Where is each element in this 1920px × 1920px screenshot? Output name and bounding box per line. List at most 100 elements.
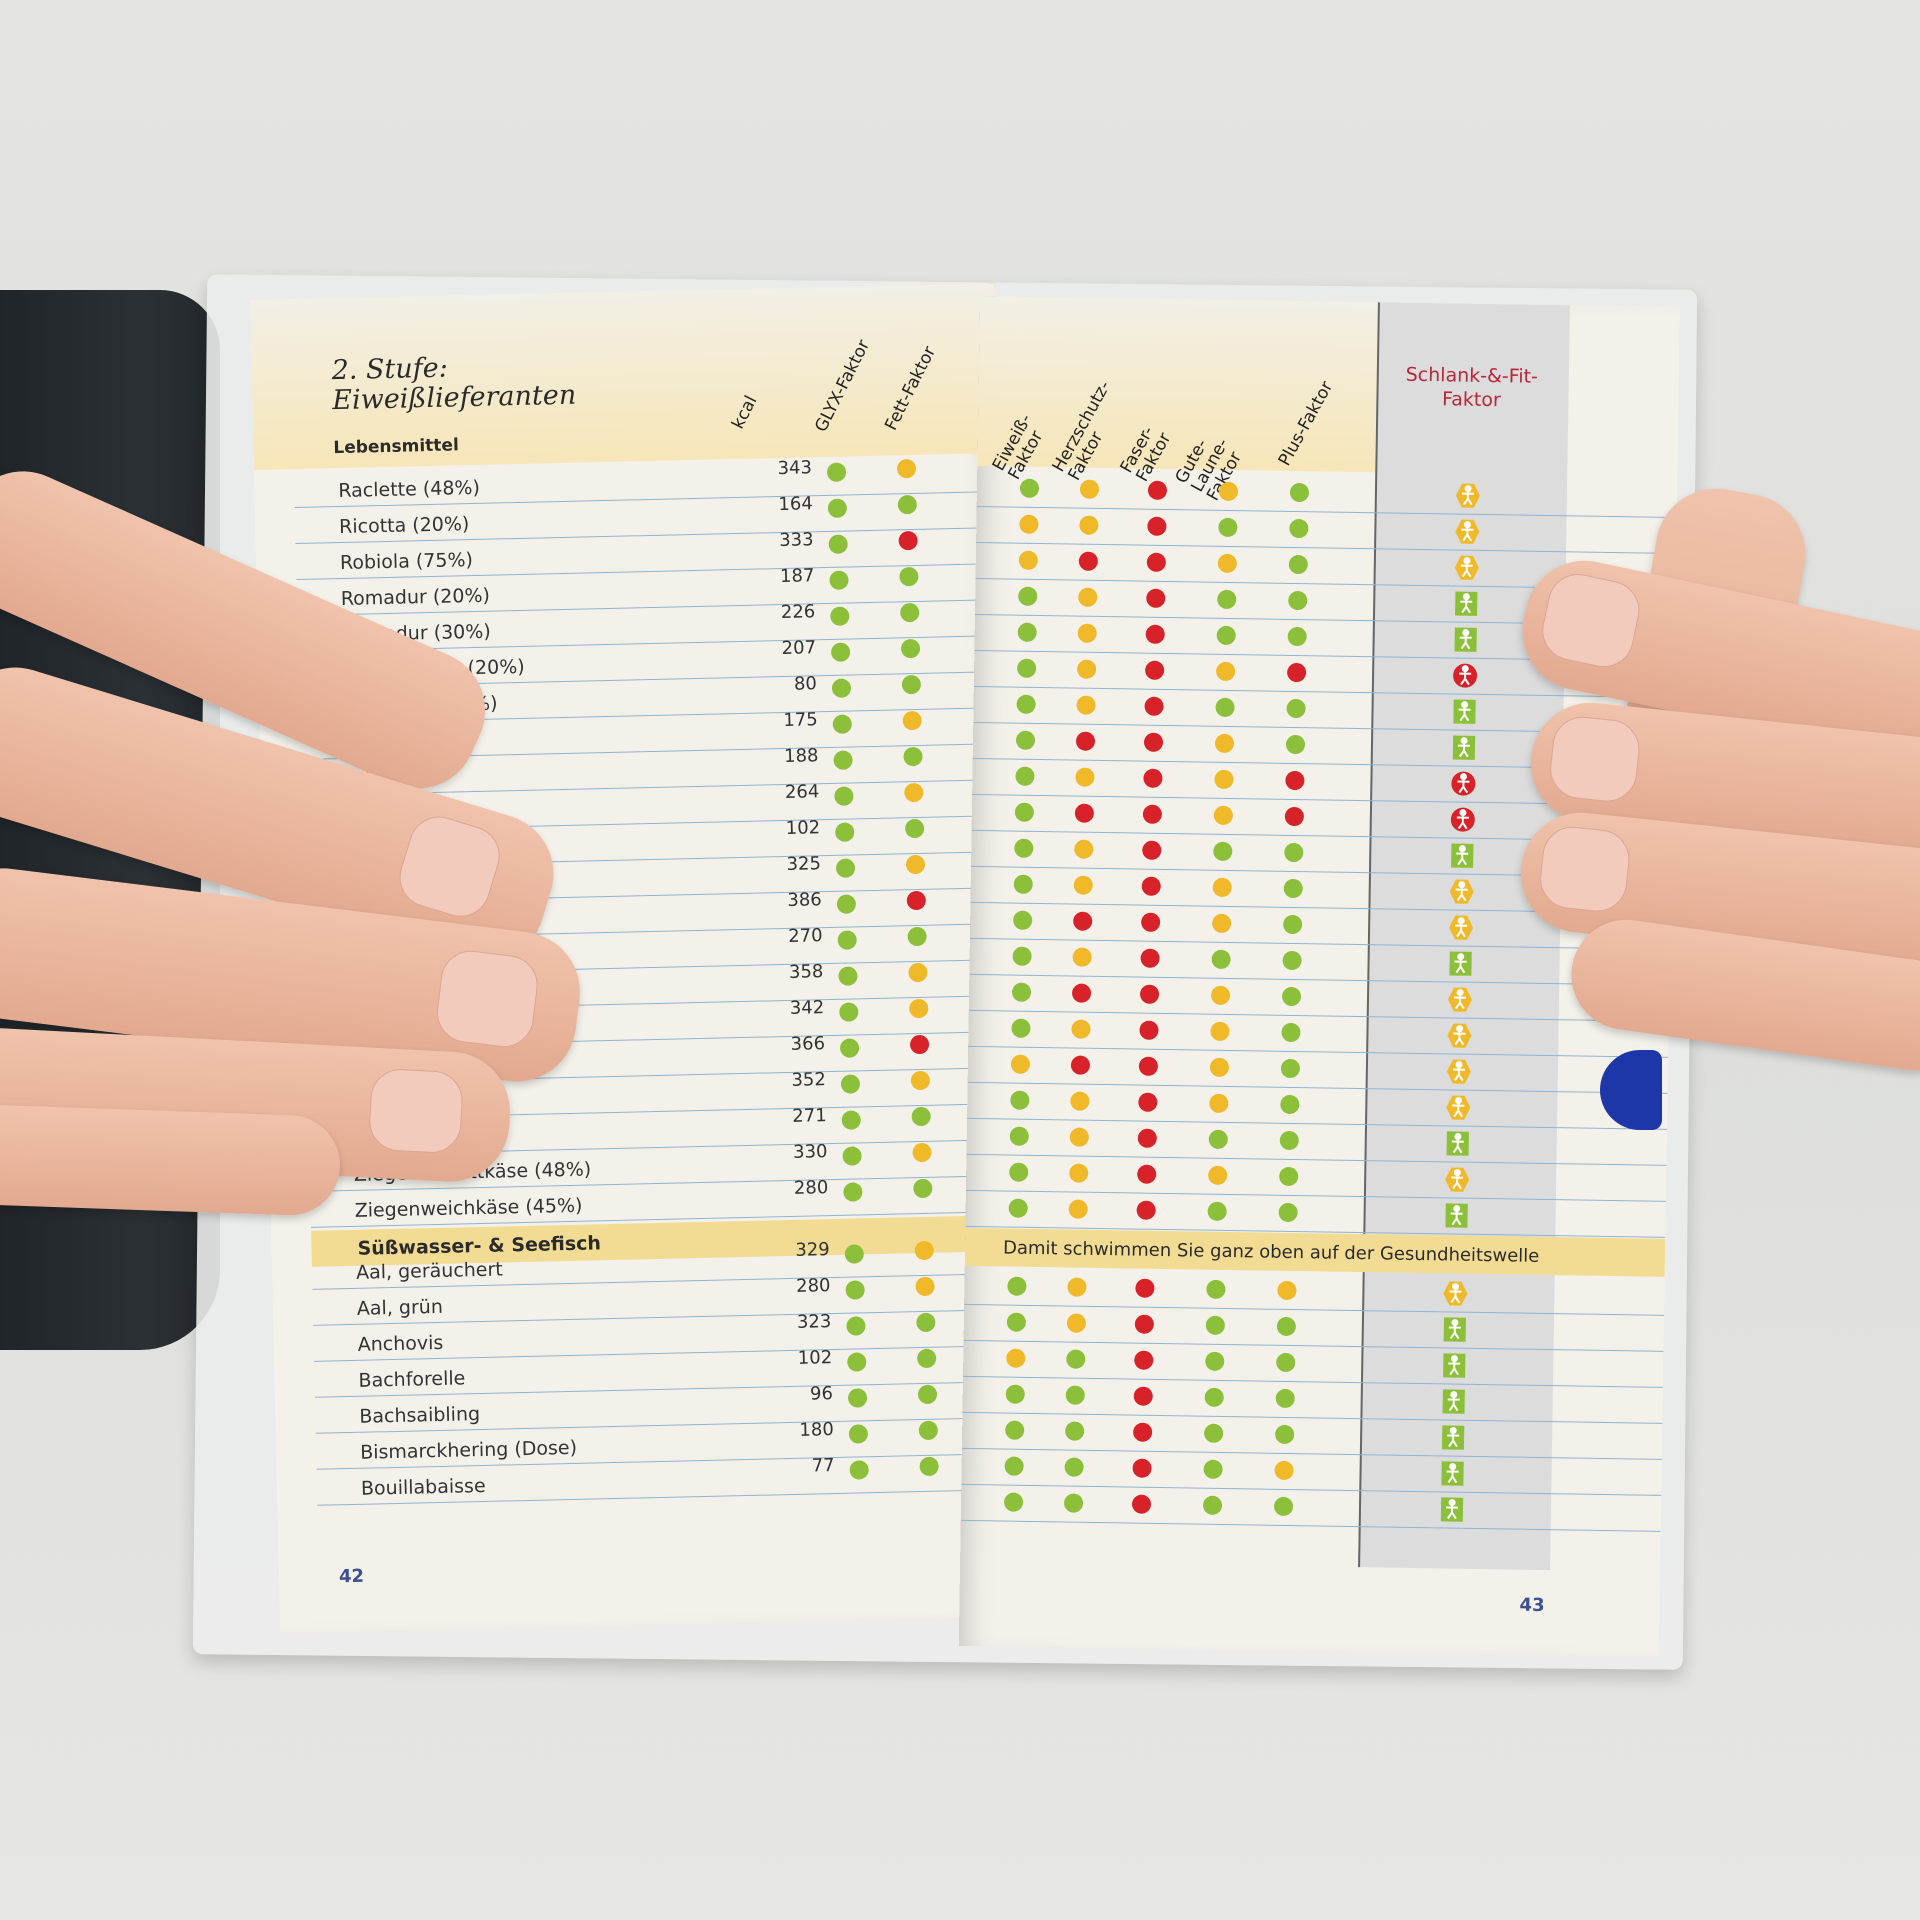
factor-dot	[1138, 1056, 1159, 1076]
kcal-value: 180	[799, 1419, 835, 1441]
schlank-fit-green-icon	[1449, 842, 1475, 868]
factor-dot	[1142, 804, 1163, 824]
table-row	[974, 577, 1676, 626]
factor-dot	[1077, 659, 1097, 679]
glyx-dot	[828, 534, 848, 554]
factor-dot	[1213, 841, 1233, 862]
food-name: Aal, grün	[356, 1295, 444, 1320]
factor-dot	[1284, 806, 1305, 827]
table-row	[975, 541, 1677, 590]
factor-dot	[1208, 1129, 1228, 1149]
table-row	[971, 829, 1672, 878]
factor-dot	[1276, 1316, 1297, 1337]
factor-dot	[1214, 769, 1234, 790]
schlank-fit-red-icon	[1450, 770, 1476, 796]
kcal-value: 352	[791, 1069, 827, 1091]
table-row	[972, 721, 1674, 770]
kcal-value: 323	[796, 1311, 832, 1333]
glyx-dot	[842, 1146, 862, 1166]
factor-dot	[1139, 1020, 1159, 1040]
table-row	[970, 865, 1671, 914]
fett-dot	[919, 1456, 939, 1477]
kcal-value: 329	[795, 1239, 830, 1261]
schlank-fit-green-icon	[1439, 1460, 1465, 1486]
factor-dot	[1135, 1278, 1155, 1298]
table-row	[969, 937, 1670, 986]
schlank-fit-green-icon	[1440, 1388, 1466, 1414]
factor-dot	[1288, 590, 1308, 611]
food-name: Bachsaibling	[359, 1403, 481, 1428]
table-row	[964, 1267, 1665, 1316]
factor-dot	[1139, 984, 1160, 1004]
glyx-dot	[838, 966, 858, 986]
fett-dot	[906, 890, 927, 911]
glyx-dot	[830, 642, 851, 662]
food-name: Raclette (48%)	[338, 476, 481, 503]
table-row	[972, 757, 1673, 806]
schlank-fit-yellow-icon	[1455, 482, 1481, 508]
table-row	[961, 1447, 1662, 1496]
factor-dot	[1283, 914, 1303, 935]
glyx-dot	[831, 678, 852, 698]
factor-dot	[1070, 1055, 1091, 1075]
kcal-value: 330	[792, 1141, 828, 1163]
factor-dot	[1137, 1128, 1157, 1148]
schlank-fit-yellow-icon	[1454, 554, 1480, 580]
factor-dot	[1218, 517, 1238, 538]
factor-dot	[1007, 1276, 1027, 1296]
glyx-dot	[839, 1002, 859, 1022]
fingernail	[433, 947, 542, 1051]
factor-dot	[1017, 658, 1037, 678]
schlank-fit-yellow-icon	[1445, 1094, 1471, 1120]
kcal-value: 187	[779, 565, 815, 588]
schlank-fit-red-icon	[1450, 806, 1476, 832]
kcal-value: 325	[786, 853, 822, 875]
factor-dot	[1281, 986, 1302, 1007]
factor-dot	[1275, 1388, 1295, 1409]
fett-dot	[910, 1070, 931, 1091]
right-page: Schlank-&-Fit- Faktor 43 Eiweiß-Faktor He…	[958, 296, 1680, 1657]
factor-dot	[1282, 950, 1302, 971]
kcal-value: 164	[778, 493, 814, 516]
factor-dot	[1074, 839, 1094, 859]
table-row	[976, 505, 1677, 554]
table-row	[961, 1411, 1663, 1460]
food-name: Ziegenweichkäse (45%)	[354, 1194, 583, 1222]
factor-dot	[1079, 515, 1099, 535]
glyx-dot	[832, 714, 852, 734]
factor-dot	[1076, 695, 1096, 715]
factor-dot	[1005, 1420, 1025, 1440]
factor-dot	[1206, 1279, 1226, 1299]
factor-dot	[1209, 1057, 1230, 1078]
factor-dot	[1070, 1091, 1090, 1111]
glyx-dot	[847, 1388, 868, 1408]
factor-dot	[1215, 661, 1236, 682]
factor-dot	[1073, 911, 1093, 931]
factor-dot	[1078, 551, 1098, 571]
column-header-schlank: Schlank-&-Fit- Faktor	[1376, 362, 1567, 413]
schlank-fit-yellow-icon	[1449, 878, 1475, 904]
factor-dot	[1204, 1423, 1224, 1443]
fett-dot	[900, 638, 921, 659]
factor-dot	[1141, 876, 1161, 896]
schlank-fit-green-icon	[1440, 1424, 1466, 1450]
factor-dot	[1066, 1313, 1087, 1333]
fingernail	[1547, 713, 1643, 805]
food-name: Ricotta (20%)	[338, 513, 470, 539]
kcal-value: 280	[793, 1177, 829, 1199]
glyx-dot	[833, 750, 853, 770]
fett-dot	[901, 674, 922, 695]
schlank-fit-green-icon	[1445, 1130, 1471, 1156]
table-row	[967, 1081, 1668, 1130]
fingernail	[367, 1067, 465, 1155]
factor-dot	[1015, 730, 1036, 750]
factor-dot	[1212, 877, 1232, 898]
table-row	[971, 793, 1673, 842]
schlank-header-line-2: Faktor	[1441, 388, 1501, 412]
factor-dot	[1280, 1094, 1300, 1115]
factor-dot	[1019, 478, 1040, 498]
fett-dot	[916, 1312, 936, 1333]
factor-dot	[1211, 949, 1231, 970]
factor-dot	[1013, 874, 1033, 894]
table-row	[962, 1375, 1663, 1424]
